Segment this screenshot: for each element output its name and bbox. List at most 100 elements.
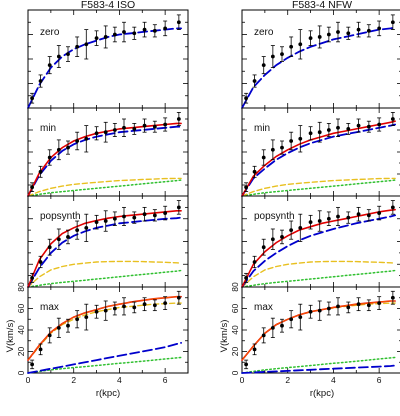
data-point (152, 124, 157, 129)
data-point (142, 212, 147, 217)
data-point (66, 235, 70, 239)
data-point (326, 306, 331, 311)
model-curve-gas (241, 356, 396, 374)
data-point (132, 305, 137, 310)
data-point (326, 216, 331, 221)
data-point (252, 347, 257, 352)
data-point (270, 54, 275, 59)
panel-f583-4-nfw-zero: zero (241, 9, 400, 109)
data-point (270, 325, 275, 330)
data-point (163, 211, 168, 215)
data-point (142, 123, 147, 128)
panel-f583-4-iso-max: 0 20 40 60 80 0 2 4 6 r(kpc) V(km/s) max (5, 282, 189, 399)
data-point (122, 30, 126, 34)
model-curve-gas (27, 179, 182, 197)
panel-frame (27, 107, 189, 197)
data-point (56, 325, 61, 330)
data-point (308, 309, 313, 314)
model-curve-stars (241, 177, 396, 197)
data-point (30, 96, 35, 101)
data-point (66, 52, 70, 56)
data-point (317, 35, 322, 39)
data-point (390, 295, 395, 300)
model-curve-stars (241, 260, 396, 288)
data-point (366, 28, 371, 33)
data-point (132, 31, 137, 36)
panel-f583-4-iso-popsynth: popsynth (27, 195, 189, 288)
data-point (280, 235, 284, 239)
x-tick-label: 0 (240, 375, 245, 385)
data-point (244, 362, 249, 367)
data-point (289, 139, 294, 143)
data-point (390, 117, 395, 121)
panel-label-zero: zero (40, 27, 60, 38)
x-tick-label: 2 (285, 375, 290, 385)
data-point (308, 36, 313, 41)
data-point (103, 35, 108, 39)
panel-label-popsynth: popsynth (40, 211, 81, 222)
data-point (112, 216, 117, 221)
data-point (47, 155, 52, 160)
data-point (75, 139, 80, 143)
data-point (317, 130, 322, 135)
data-point (280, 145, 284, 150)
data-point (261, 63, 266, 68)
model-curve-total-inner (241, 300, 396, 361)
data-point (84, 225, 89, 230)
data-point (163, 122, 168, 127)
x-tick-label: 6 (163, 375, 168, 385)
column-title-f583-4-nfw: F583-4 NFW (292, 0, 352, 11)
model-curve-stars (27, 302, 182, 361)
data-point (75, 228, 80, 233)
panel-frame (241, 9, 400, 109)
y-tick-label: 0 (16, 370, 26, 375)
data-point (38, 79, 43, 83)
data-point (122, 304, 126, 309)
data-point (244, 185, 249, 190)
data-point (103, 130, 108, 135)
data-point (38, 169, 43, 174)
data-point (317, 308, 322, 313)
data-point (38, 260, 43, 264)
data-point (289, 317, 294, 322)
data-point (390, 20, 395, 25)
data-point (112, 306, 117, 311)
model-curve-halo (241, 214, 396, 288)
data-point (326, 32, 331, 37)
panel-f583-4-iso-min: min (27, 107, 189, 197)
data-point (56, 54, 61, 59)
data-point (163, 26, 168, 31)
panel-label-zero: zero (254, 27, 274, 38)
data-point (289, 228, 294, 233)
data-point (356, 302, 361, 307)
data-point (270, 147, 275, 152)
data-point (298, 42, 303, 47)
data-point (142, 27, 147, 32)
data-point (252, 260, 257, 264)
data-point (176, 205, 181, 210)
model-curve-halo (241, 26, 396, 109)
model-curve-halo (27, 27, 182, 109)
data-point (261, 245, 266, 250)
data-point (356, 123, 361, 128)
data-point (336, 304, 340, 309)
data-point (56, 237, 61, 242)
data-point (30, 276, 35, 280)
y-tick-label: 0 (230, 370, 240, 375)
data-point (66, 145, 70, 150)
model-curve-stars (27, 177, 182, 197)
data-point (103, 308, 108, 313)
model-curve-halo (27, 216, 182, 288)
data-point (84, 315, 89, 319)
data-point (112, 128, 117, 132)
data-point (94, 220, 99, 225)
x-axis-title: r(kpc) (96, 388, 120, 399)
x-axis-title: r(kpc) (310, 388, 334, 399)
data-point (94, 36, 99, 41)
column-title-f583-4-iso: F583-4 ISO (81, 0, 135, 11)
x-tick-label: 2 (71, 375, 76, 385)
panel-label-popsynth: popsynth (254, 211, 295, 222)
panel-grid: F583-4 ISO F583-4 NFWzerominpopsynth02040… (5, 0, 400, 399)
panel-frame (27, 195, 189, 288)
data-point (308, 220, 313, 225)
